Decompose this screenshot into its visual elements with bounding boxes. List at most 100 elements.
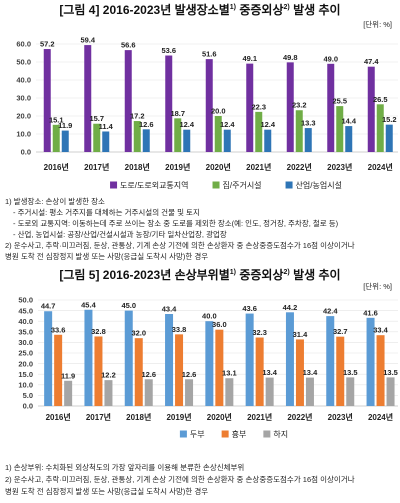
x-tick-label: 2020년	[207, 412, 232, 422]
legend-swatch-industrial-agricultural	[285, 181, 293, 189]
y-tick-label: 60.0	[16, 40, 31, 49]
road-traffic-value-label-5: 49.1	[242, 54, 257, 63]
lower-extremity-bar-0	[64, 380, 73, 406]
road-traffic-bar-3	[165, 55, 173, 152]
footnote: 2) 운수사고, 추락·미끄러짐, 둔상, 관통상, 기계 손상 기전에 의한 …	[5, 241, 355, 250]
x-tick-label: 2024년	[368, 412, 393, 422]
home-residence-bar-4	[214, 116, 222, 152]
chest-bar-7	[336, 336, 345, 406]
lower-extremity-value-label-4: 13.1	[222, 369, 237, 378]
lower-extremity-bar-4	[225, 378, 234, 406]
legend-swatch-home-residence	[212, 181, 220, 189]
chest-value-label-5: 32.3	[252, 328, 267, 337]
head-bar-7	[326, 316, 335, 406]
legend-item-industrial-agricultural: 산업/농업시설	[285, 180, 342, 190]
home-residence-value-label-1: 15.7	[89, 114, 104, 123]
figure-4-footnotes: 1) 발생장소: 손상이 발생한 장소 - 주거시설: 평소 거주지를 대체하는…	[5, 196, 398, 262]
title-text: [그림 5] 2016-2023년 손상부위별	[59, 268, 230, 282]
home-residence-bar-5	[255, 111, 263, 152]
x-tick-label: 2018년	[125, 162, 150, 172]
legend-label-industrial-agricultural: 산업/농업시설	[296, 180, 342, 190]
head-bar-3	[165, 313, 174, 406]
x-tick-label: 2017년	[86, 412, 111, 422]
industrial-agricultural-bar-6	[304, 128, 312, 152]
head-value-label-7: 42.4	[323, 307, 338, 316]
home-residence-value-label-0: 15.1	[49, 115, 64, 124]
head-bar-4	[205, 321, 214, 406]
legend-item-road-traffic: 도로/도로외교통지역	[110, 180, 189, 190]
x-tick-label: 2021년	[247, 412, 272, 422]
title-text: 중증외상	[236, 268, 284, 282]
road-traffic-bar-1	[84, 45, 92, 152]
lower-extremity-value-label-8: 13.5	[383, 368, 398, 377]
y-tick-label: 10.0	[16, 130, 31, 139]
x-tick-label: 2022년	[287, 412, 312, 422]
footnote-continuation: 병원 도착 전 심장정지 발생 또는 사망(응급실 도착시 사망)한 경우	[5, 487, 209, 496]
chest-value-label-4: 36.0	[212, 320, 227, 329]
road-traffic-bar-2	[124, 50, 132, 152]
y-tick-label: 30.0	[18, 338, 33, 347]
footnote-mark: 1)	[229, 269, 237, 276]
chest-value-label-1: 32.8	[91, 327, 106, 336]
footnote: 1) 발생장소: 손상이 발생한 장소	[5, 197, 105, 206]
x-tick-label: 2023년	[328, 412, 353, 422]
head-value-label-3: 43.4	[162, 304, 177, 313]
footnote-mark: 1)	[229, 4, 237, 11]
y-tick-label: 50.0	[18, 296, 33, 305]
industrial-agricultural-bar-1	[102, 131, 110, 152]
y-tick-label: 50.0	[16, 58, 31, 67]
industrial-agricultural-bar-2	[142, 129, 150, 152]
figure-5-bar-chart: 0.05.010.015.020.025.030.035.040.045.050…	[18, 296, 398, 439]
industrial-agricultural-bar-3	[183, 129, 191, 152]
lower-extremity-value-label-3: 12.6	[182, 370, 197, 379]
home-residence-bar-1	[93, 123, 101, 152]
unit-label: [단위: %]	[363, 20, 392, 29]
lower-extremity-value-label-7: 13.5	[343, 368, 358, 377]
footnote: 2) 운수사고, 추락·미끄러짐, 둔상, 관통상, 기계 손상 기전에 의한 …	[5, 475, 355, 484]
industrial-agricultural-value-label-5: 12.4	[260, 120, 275, 129]
chest-bar-1	[94, 336, 103, 406]
home-residence-value-label-6: 23.2	[292, 101, 307, 110]
y-tick-label: 40.0	[18, 317, 33, 326]
home-residence-value-label-2: 17.2	[130, 112, 145, 121]
chest-bar-8	[376, 335, 385, 406]
head-value-label-0: 44.7	[41, 302, 56, 311]
chest-value-label-7: 32.7	[333, 327, 348, 336]
home-residence-bar-3	[174, 118, 182, 152]
chest-value-label-6: 31.4	[293, 330, 308, 339]
home-residence-bar-6	[295, 110, 303, 152]
legend-label-home-residence: 집/주거시설	[223, 180, 262, 190]
footnote: 1) 손상부위: 수치화된 외상척도의 가장 앞자리를 이용해 분류한 손상신체…	[5, 463, 245, 472]
head-value-label-8: 41.6	[363, 308, 378, 317]
title-text: 발생 추이	[289, 3, 341, 17]
road-traffic-value-label-1: 59.4	[80, 36, 95, 45]
home-residence-bar-0	[52, 124, 60, 152]
home-residence-value-label-7: 25.5	[332, 97, 347, 106]
y-tick-label: 20.0	[18, 359, 33, 368]
road-traffic-value-label-0: 57.2	[40, 40, 55, 49]
lower-extremity-value-label-0: 11.9	[61, 371, 75, 380]
x-tick-label: 2020년	[206, 162, 231, 172]
y-tick-label: 40.0	[16, 76, 31, 85]
lower-extremity-value-label-6: 13.4	[303, 368, 318, 377]
head-value-label-5: 43.6	[242, 304, 257, 313]
home-residence-value-label-4: 20.0	[211, 107, 226, 116]
home-residence-value-label-5: 22.3	[251, 102, 266, 111]
x-tick-label: 2016년	[44, 162, 69, 172]
y-tick-label: 45.0	[18, 306, 33, 315]
x-tick-label: 2024년	[368, 162, 393, 172]
y-tick-label: 10.0	[18, 381, 33, 390]
y-tick-label: 30.0	[16, 94, 31, 103]
home-residence-bar-7	[336, 106, 344, 152]
figure-5-title: [그림 5] 2016-2023년 손상부위별1) 중증외상2) 발생 추이	[0, 267, 400, 284]
x-tick-label: 2021년	[246, 162, 271, 172]
y-tick-label: 25.0	[18, 349, 33, 358]
lower-extremity-value-label-5: 13.4	[262, 368, 277, 377]
x-tick-label: 2018년	[126, 412, 151, 422]
lower-extremity-bar-5	[265, 377, 274, 406]
chest-bar-0	[54, 334, 63, 406]
y-tick-label: 5.0	[23, 391, 33, 400]
lower-extremity-bar-7	[346, 377, 355, 406]
road-traffic-bar-5	[246, 63, 254, 153]
industrial-agricultural-value-label-4: 12.4	[220, 120, 235, 129]
